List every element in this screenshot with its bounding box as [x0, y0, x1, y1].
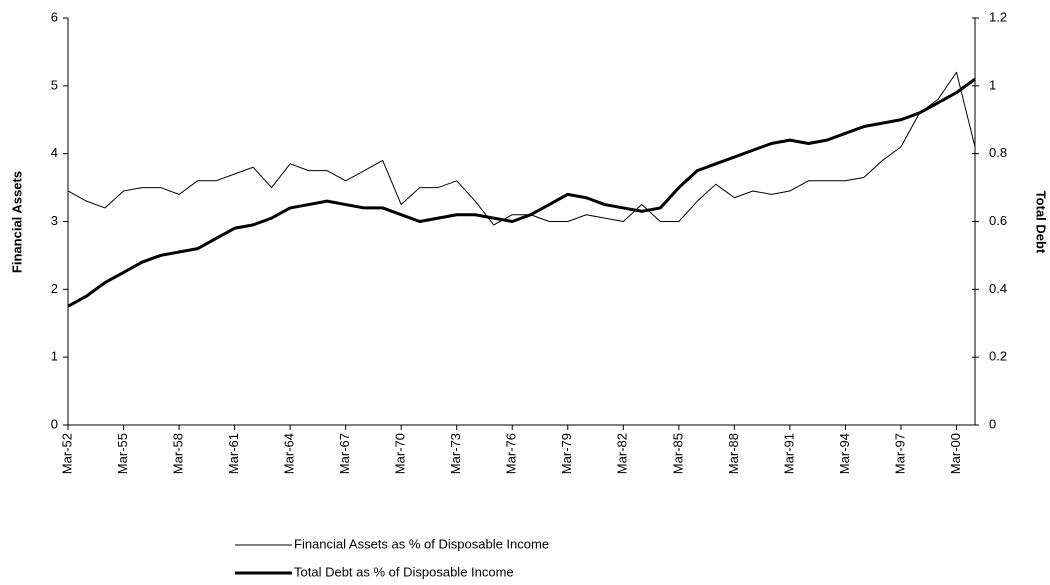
x-tick-label: Mar-85 — [670, 433, 685, 474]
x-tick-label: Mar-94 — [837, 433, 852, 474]
y-tick-label: 5 — [51, 77, 58, 92]
y-tick-label: 2 — [51, 281, 58, 296]
y-tick-label: 4 — [51, 145, 58, 160]
x-tick-label: Mar-82 — [615, 433, 630, 474]
y-tick-label: 6 — [51, 9, 58, 24]
x-tick-label: Mar-88 — [726, 433, 741, 474]
series-line — [67, 77, 976, 308]
x-tick-label: Mar-61 — [226, 433, 241, 474]
series-line — [67, 71, 976, 226]
x-tick-label: Mar-52 — [59, 433, 74, 474]
y-tick-label: 1 — [51, 349, 58, 364]
y2-tick-label: 0.6 — [989, 213, 1007, 228]
x-tick-label: Mar-55 — [115, 433, 130, 474]
legend-label: Financial Assets as % of Disposable Inco… — [294, 536, 549, 551]
y2-tick-label: 1 — [989, 77, 996, 92]
x-tick-label: Mar-73 — [448, 433, 463, 474]
y-tick-label: 0 — [51, 416, 58, 431]
x-tick-label: Mar-91 — [781, 433, 796, 474]
y2-tick-label: 0.2 — [989, 349, 1007, 364]
x-tick-label: Mar-76 — [504, 433, 519, 474]
x-tick-label: Mar-79 — [559, 433, 574, 474]
x-tick-label: Mar-64 — [282, 433, 297, 474]
y2-tick-label: 0.8 — [989, 145, 1007, 160]
y-axis-title: Financial Assets — [9, 171, 24, 273]
y2-tick-label: 1.2 — [989, 9, 1007, 24]
x-tick-label: Mar-58 — [170, 433, 185, 474]
y-tick-label: 3 — [51, 213, 58, 228]
y2-axis-title: Total Debt — [1034, 191, 1049, 254]
x-tick-label: Mar-70 — [393, 433, 408, 474]
y2-tick-label: 0.4 — [989, 281, 1007, 296]
x-tick-label: Mar-00 — [948, 433, 963, 474]
x-tick-label: Mar-67 — [337, 433, 352, 474]
x-tick-label: Mar-97 — [892, 433, 907, 474]
legend-label: Total Debt as % of Disposable Income — [294, 564, 514, 579]
y2-tick-label: 0 — [989, 416, 996, 431]
